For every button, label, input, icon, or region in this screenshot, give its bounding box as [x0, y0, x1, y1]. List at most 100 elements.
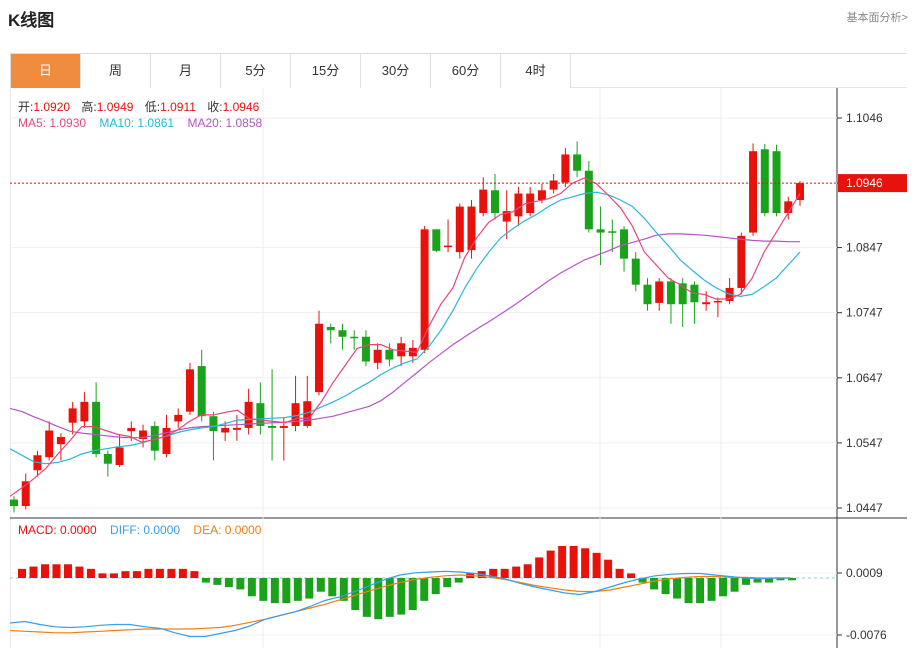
candle-body: [420, 229, 429, 350]
macd-bar: [40, 564, 49, 578]
macd-bar: [385, 578, 394, 617]
ma20-value: 1.0858: [225, 116, 263, 130]
macd-bar: [489, 568, 498, 578]
macd-bar: [719, 578, 728, 597]
candle-body: [584, 170, 593, 230]
tab-week[interactable]: 周: [81, 54, 151, 88]
candle-body: [397, 343, 406, 357]
candle-body: [244, 401, 253, 428]
candle-body: [338, 330, 347, 337]
macd-bar: [155, 568, 164, 578]
macd-bar: [52, 564, 61, 578]
candle-body: [620, 229, 629, 259]
candle-body: [737, 235, 746, 288]
macd-bar: [305, 578, 314, 599]
candle-body: [490, 190, 499, 214]
tab-60min[interactable]: 60分: [431, 54, 501, 88]
macd-bar: [224, 578, 233, 588]
candle-body: [760, 149, 769, 214]
macd-bar: [270, 578, 279, 604]
candle-body: [174, 414, 183, 422]
candle-body: [432, 229, 441, 251]
candle-body: [537, 190, 546, 201]
ma5-value: 1.0930: [49, 116, 87, 130]
candle-body: [303, 401, 312, 426]
candle-body: [455, 206, 464, 253]
high-label: 高:: [81, 100, 97, 114]
diff-label: DIFF:: [110, 523, 144, 537]
macd-bar: [788, 578, 796, 581]
tab-day[interactable]: 日: [11, 54, 81, 88]
macd-bar: [374, 578, 383, 620]
macd-bar: [408, 578, 417, 610]
candle-body: [10, 499, 18, 507]
tab-30min[interactable]: 30分: [361, 54, 431, 88]
macd-bar: [615, 568, 624, 578]
candle-body: [772, 151, 781, 214]
macd-bar: [86, 568, 95, 578]
macd-bar: [201, 578, 210, 583]
macd-bar: [29, 566, 38, 578]
ma10-value: 1.0861: [137, 116, 175, 130]
candle-body: [514, 193, 523, 217]
macd-bar: [753, 578, 762, 583]
candle-body: [678, 283, 687, 305]
macd-bar: [144, 568, 153, 578]
period-tabs: 日 周 月 5分 15分 30分 60分 4时: [10, 53, 907, 88]
candle-body: [444, 245, 453, 248]
tab-4hour[interactable]: 4时: [501, 54, 571, 88]
candle-body: [631, 258, 640, 285]
candle-body: [373, 349, 382, 363]
candle-body: [291, 403, 300, 426]
ma5-line: [10, 177, 801, 497]
macd-bar: [167, 568, 176, 578]
macd-bar: [592, 552, 601, 578]
candle-body: [573, 154, 582, 171]
tab-15min[interactable]: 15分: [291, 54, 361, 88]
macd-bar: [420, 578, 429, 601]
open-value: 1.0920: [33, 100, 71, 114]
candle-body: [103, 453, 112, 464]
candle-body: [326, 326, 335, 331]
close-value: 1.0946: [222, 100, 260, 114]
price-tick-label: 1.0847: [846, 241, 883, 255]
candle-body: [232, 427, 241, 430]
candle-body: [127, 427, 136, 432]
macd-bar: [707, 578, 716, 601]
macd-bar: [546, 550, 555, 578]
candle-body: [185, 369, 194, 412]
macd-bar: [500, 568, 509, 578]
high-value: 1.0949: [96, 100, 134, 114]
macd-bar: [569, 546, 578, 578]
candle-body: [749, 151, 758, 233]
current-price-label: 1.0946: [846, 176, 883, 190]
macd-tick-label: -0.0076: [846, 628, 887, 642]
candle-body: [162, 427, 171, 454]
candle-body: [268, 425, 277, 428]
tab-month[interactable]: 月: [151, 54, 221, 88]
macd-bar: [259, 578, 268, 601]
open-label: 开:: [18, 100, 34, 114]
current-price-tag: [838, 174, 907, 193]
dea-label: DEA:: [193, 523, 225, 537]
candle-body: [385, 349, 394, 360]
candle-body: [596, 229, 605, 233]
macd-bar: [765, 578, 774, 583]
dea-value: 0.0000: [224, 523, 262, 537]
macd-bar: [98, 573, 107, 578]
tab-5min[interactable]: 5分: [221, 54, 291, 88]
macd-bar: [581, 548, 590, 578]
macd-bar: [282, 578, 291, 604]
candle-body: [784, 201, 793, 214]
macd-label: MACD:: [18, 523, 60, 537]
macd-bar: [132, 571, 141, 578]
fundamental-analysis-link[interactable]: 基本面分析>: [846, 12, 908, 24]
dea-line: [10, 574, 790, 634]
macd-bar: [397, 578, 406, 615]
macd-bar: [535, 557, 544, 578]
candle-body: [350, 336, 359, 339]
candle-body: [279, 425, 288, 428]
candle-body: [643, 284, 652, 305]
kline-chart[interactable]: 1.1046 1.0847 1.0747 1.0647 1.0547 1.0447 0.00…: [10, 88, 907, 648]
macd-bar: [362, 578, 371, 617]
